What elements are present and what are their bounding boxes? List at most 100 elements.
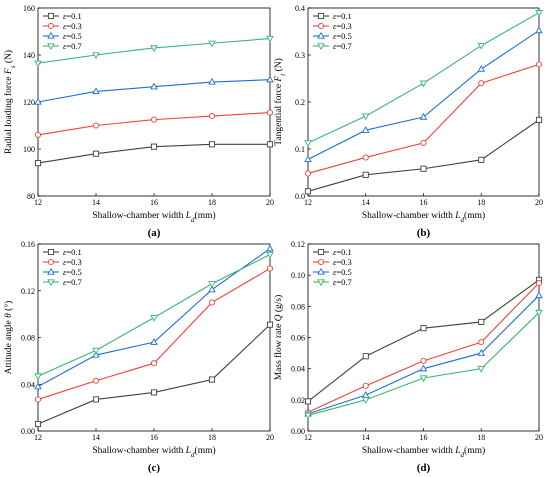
data-point xyxy=(266,244,274,252)
y-tick-label: 0.02 xyxy=(291,396,305,405)
series-line xyxy=(307,119,540,192)
data-point xyxy=(150,143,158,150)
legend-marker xyxy=(317,31,325,39)
x-axis-label: Shallow-chamber width Ld(mm) xyxy=(362,210,485,224)
chart-panel-d: 12 14 16 18 20 0.00 0.02 0.04 0.06 0.08 0.10 0.12 Sh… xyxy=(273,240,543,474)
x-tick-label: 20 xyxy=(266,198,274,207)
data-point xyxy=(208,141,216,148)
series-line xyxy=(37,268,271,400)
y-tick-label: 0.4 xyxy=(295,4,305,13)
panel-caption: (d) xyxy=(417,462,431,474)
data-point xyxy=(420,325,427,332)
data-point xyxy=(208,77,216,85)
legend-label: ε=0.1 xyxy=(63,11,82,21)
data-point xyxy=(419,80,428,88)
panel-caption: (c) xyxy=(148,462,161,474)
chart-panel-a: 12 14 16 18 20 80 100 120 140 160 Shallow-chamber … xyxy=(3,4,274,239)
data-point xyxy=(478,80,485,87)
legend-marker xyxy=(317,43,325,51)
data-point xyxy=(266,109,274,116)
data-point xyxy=(535,279,543,287)
legend-marker xyxy=(47,267,55,275)
legend-marker xyxy=(47,248,55,256)
legend-marker xyxy=(317,248,325,256)
data-point xyxy=(420,357,427,364)
y-tick-label: 0.0 xyxy=(295,192,305,201)
x-tick-label: 14 xyxy=(362,198,370,207)
data-point xyxy=(304,188,312,195)
legend-label: ε=0.5 xyxy=(63,267,82,277)
legend-label: ε=0.5 xyxy=(63,31,82,41)
data-point xyxy=(150,360,158,367)
y-tick-label: 140 xyxy=(23,51,35,60)
legend-label: ε=0.1 xyxy=(63,247,82,257)
data-point xyxy=(362,154,369,161)
data-point xyxy=(304,412,312,420)
data-point xyxy=(535,10,543,17)
data-point xyxy=(535,291,543,299)
chart-panel-b: 12 14 16 18 20 0.0 0.1 0.2 0.3 0.4 Shallow-chamber… xyxy=(273,4,543,239)
y-tick-label: 0.00 xyxy=(291,427,305,436)
data-point xyxy=(34,131,42,138)
x-tick-label: 14 xyxy=(92,198,100,207)
data-point xyxy=(92,377,100,384)
data-point xyxy=(208,281,216,288)
y-axis-label: Attitude angle θ (°) xyxy=(3,301,14,375)
legend-label: ε=0.1 xyxy=(333,11,352,21)
y-tick-label: 120 xyxy=(23,98,35,107)
y-tick-label: 0.08 xyxy=(21,334,35,343)
data-point xyxy=(266,251,274,259)
y-tick-label: 0.08 xyxy=(291,302,305,311)
panel-caption: (a) xyxy=(148,227,161,239)
x-tick-label: 12 xyxy=(304,198,312,207)
data-point xyxy=(34,396,42,403)
y-axis-label: Tangential force Ft (N) xyxy=(273,58,287,146)
legend-label: ε=0.7 xyxy=(63,277,82,287)
y-tick-label: 0.1 xyxy=(295,145,305,154)
legend-label: ε=0.5 xyxy=(333,31,352,41)
y-tick-label: 0.12 xyxy=(291,240,305,249)
data-point xyxy=(477,366,486,373)
y-tick-label: 0.2 xyxy=(295,98,305,107)
x-tick-label: 12 xyxy=(304,433,312,442)
x-axis-label: Shallow-chamber width Ld(mm) xyxy=(92,445,215,459)
data-point xyxy=(362,353,369,360)
data-point xyxy=(208,113,216,120)
legend-label: ε=0.3 xyxy=(63,257,82,267)
legend-marker xyxy=(317,279,325,287)
x-tick-label: 20 xyxy=(266,433,274,442)
x-tick-label: 12 xyxy=(34,433,42,442)
data-point xyxy=(361,397,370,404)
data-point xyxy=(208,376,216,383)
x-tick-label: 14 xyxy=(362,433,370,442)
legend-label: ε=0.3 xyxy=(333,21,352,31)
data-point xyxy=(420,139,427,146)
y-tick-label: 0.10 xyxy=(291,271,305,280)
data-point xyxy=(362,171,369,178)
y-tick-label: 0.12 xyxy=(21,287,35,296)
data-point xyxy=(34,60,42,68)
chart-panel-c: 12 14 16 18 20 0.00 0.04 0.08 0.12 0.16 Shallow-ch… xyxy=(3,240,274,474)
x-tick-label: 18 xyxy=(477,198,485,207)
y-tick-label: 0.00 xyxy=(21,427,35,436)
y-tick-label: 0.16 xyxy=(21,240,35,249)
data-point xyxy=(208,285,216,293)
x-tick-label: 16 xyxy=(420,198,428,207)
data-point xyxy=(92,396,100,403)
data-point xyxy=(208,40,216,48)
x-tick-label: 14 xyxy=(92,433,100,442)
legend-label: ε=0.3 xyxy=(333,257,352,267)
data-point xyxy=(419,112,428,120)
legend-marker xyxy=(317,267,325,275)
data-point xyxy=(266,321,274,328)
legend-marker xyxy=(317,22,325,30)
x-tick-label: 16 xyxy=(420,433,428,442)
y-tick-label: 100 xyxy=(23,145,35,154)
data-point xyxy=(419,364,428,372)
legend-label: ε=0.7 xyxy=(63,41,82,51)
series-line xyxy=(307,282,540,413)
data-point xyxy=(266,35,274,43)
data-point xyxy=(304,140,312,148)
data-point xyxy=(266,265,274,272)
